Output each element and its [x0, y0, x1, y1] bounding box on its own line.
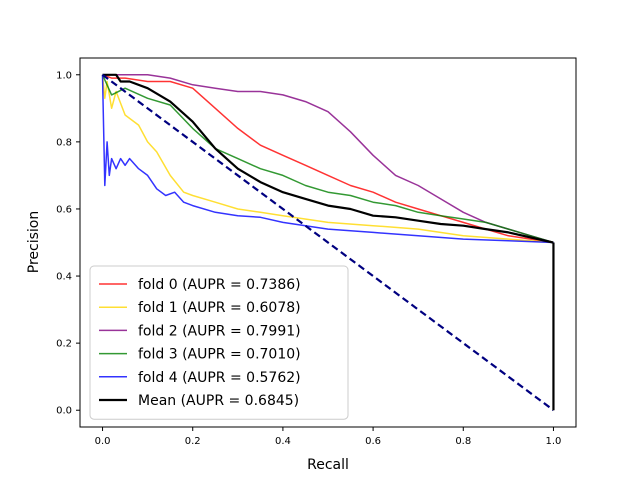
x-tick-label: 0.2	[185, 436, 201, 447]
series-line-1	[101, 74, 554, 244]
series-line-2	[102, 74, 554, 244]
y-tick-label: 1.0	[56, 70, 72, 81]
plot-frame	[79, 57, 577, 428]
series-line-5	[102, 73, 554, 244]
y-tick-label: 0.4	[56, 272, 72, 283]
x-tick-label: 0.0	[95, 436, 111, 447]
y-tick-label: 0.6	[56, 204, 72, 215]
legend-label: fold 3 (AUPR = 0.7010)	[138, 347, 301, 363]
x-tick-label: 0.6	[365, 436, 381, 447]
legend-box	[89, 265, 349, 420]
y-tick-label: 0.0	[56, 406, 72, 417]
legend-label: fold 1 (AUPR = 0.6078)	[138, 300, 301, 316]
legend-label: Mean (AUPR = 0.6845)	[138, 393, 299, 409]
x-tick-label: 1.0	[546, 436, 562, 447]
series-line-3	[101, 74, 554, 244]
legend-label: fold 4 (AUPR = 0.5762)	[138, 370, 301, 386]
series-line-4	[101, 74, 554, 244]
series-line-0	[102, 74, 554, 244]
legend-label: fold 0 (AUPR = 0.7386)	[138, 277, 301, 293]
x-axis-label: Recall	[307, 457, 349, 473]
x-tick-label: 0.8	[455, 436, 471, 447]
y-tick-label: 0.8	[56, 137, 72, 148]
y-axis-ticks: 0.0 0.2 0.4 0.6 0.8 1.0	[56, 70, 80, 417]
legend: fold 0 (AUPR = 0.7386) fold 1 (AUPR = 0.6…	[89, 265, 349, 420]
series-lines	[101, 73, 555, 412]
x-tick-label: 0.4	[275, 436, 291, 447]
y-axis-label: Precision	[26, 211, 42, 273]
chance-diagonal-line	[101, 73, 555, 412]
legend-label: fold 2 (AUPR = 0.7991)	[138, 323, 301, 339]
x-axis-ticks: 0.0 0.2 0.4 0.6 0.8 1.0	[95, 427, 562, 447]
y-tick-label: 0.2	[56, 339, 72, 350]
